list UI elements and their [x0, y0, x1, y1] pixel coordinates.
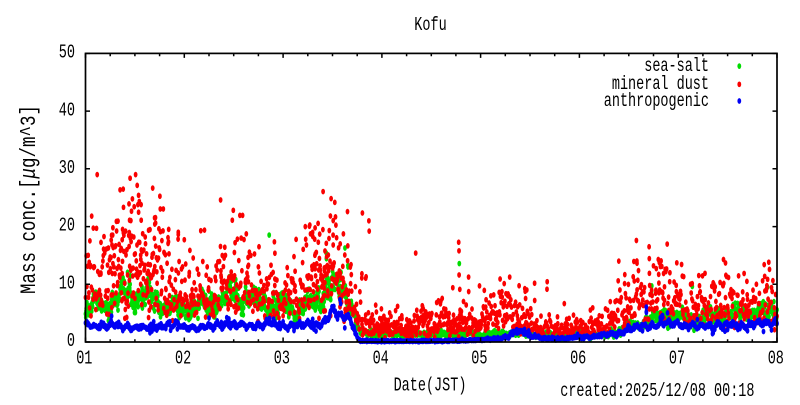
svg-text:anthropogenic: anthropogenic — [604, 90, 709, 112]
svg-text:01: 01 — [76, 347, 92, 369]
svg-text:07: 07 — [669, 347, 685, 369]
svg-text:30: 30 — [59, 157, 75, 179]
svg-text:40: 40 — [59, 99, 75, 121]
svg-text:created:2025/12/08 00:18: created:2025/12/08 00:18 — [560, 380, 754, 400]
svg-text:Date(JST): Date(JST) — [394, 374, 467, 396]
svg-text:06: 06 — [570, 347, 586, 369]
svg-text:sea-salt: sea-salt — [644, 55, 709, 77]
svg-text:Kofu: Kofu — [414, 14, 446, 36]
svg-text:02: 02 — [175, 347, 191, 369]
svg-text:08: 08 — [768, 347, 784, 369]
svg-text:05: 05 — [471, 347, 487, 369]
svg-text:50: 50 — [59, 41, 75, 63]
svg-text:03: 03 — [274, 347, 290, 369]
svg-text:10: 10 — [59, 272, 75, 294]
svg-text:0: 0 — [67, 330, 75, 352]
svg-text:Mass conc.[μg/m^3]: Mass conc.[μg/m^3] — [18, 105, 42, 294]
svg-text:20: 20 — [59, 215, 75, 237]
svg-text:mineral dust: mineral dust — [612, 73, 709, 95]
svg-text:04: 04 — [373, 347, 389, 369]
